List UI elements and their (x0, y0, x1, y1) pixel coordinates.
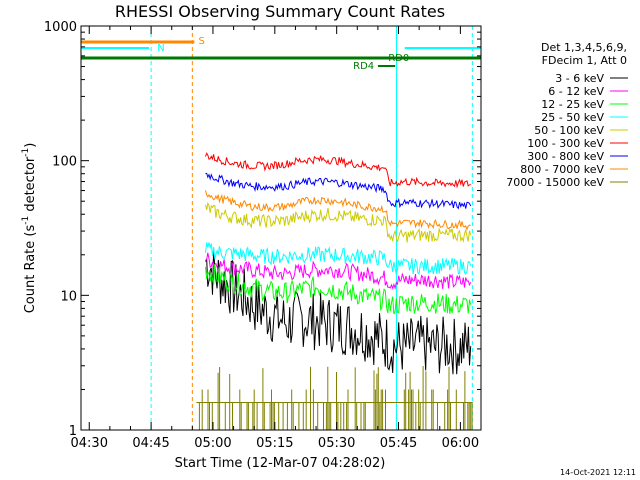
y-axis-label: Count Rate (s-1 detector-1) (21, 143, 38, 314)
axes: 04:30 04:45 05:00 05:15 05:30 05:45 06:00 1 10 10… (44, 20, 482, 451)
y-axis-label-main: Count Rate (s (23, 225, 38, 314)
series-line-2 (205, 264, 472, 315)
plot-frame (80, 25, 482, 431)
legend-label: 7000 - 15000 keV (506, 176, 604, 189)
y-axis-label-sup1: -1 (21, 216, 31, 225)
legend-label: 6 - 12 keV (548, 85, 604, 98)
legend-label: 25 - 50 keV (541, 111, 604, 124)
series-line-3 (205, 242, 472, 276)
x-tick-label: 04:45 (132, 436, 169, 451)
x-tick-label: 04:30 (71, 436, 108, 451)
x-tick-label: 05:00 (194, 436, 231, 451)
legend-label: 100 - 300 keV (527, 137, 604, 150)
series-line-1 (205, 252, 472, 290)
x-axis-label: Start Time (12-Mar-07 04:28:02) (175, 456, 386, 471)
y-axis-label-sup2: -1 (21, 148, 31, 157)
y-tick-label: 1 (69, 424, 77, 439)
plot-area: S N RD4 RD0 (80, 26, 481, 430)
series-line-4 (205, 201, 472, 243)
series-line-8 (196, 366, 473, 430)
series-line-7 (205, 190, 471, 231)
y-axis-label-mid: detector (23, 156, 38, 216)
x-tick-label: 05:15 (256, 436, 293, 451)
night-label: N (157, 43, 164, 54)
legend-header-2: FDecim 1, Att 0 (542, 54, 627, 67)
chart-title: RHESSI Observing Summary Count Rates (115, 2, 445, 21)
series-line-5 (205, 152, 472, 189)
rd4-label: RD4 (353, 61, 374, 72)
legend-label: 12 - 25 keV (541, 98, 604, 111)
legend-label: 50 - 100 keV (534, 124, 604, 137)
y-tick-label: 10 (60, 289, 77, 304)
y-tick-label: 1000 (44, 20, 77, 35)
x-tick-label: 06:00 (442, 436, 479, 451)
legend-label: 300 - 800 keV (527, 150, 604, 163)
saa-label: S (199, 36, 205, 47)
y-axis-label-end: ) (23, 143, 38, 148)
rd0-label: RD0 (388, 53, 409, 64)
x-tick-label: 05:30 (318, 436, 355, 451)
series-line-0 (205, 248, 472, 375)
x-tick-label: 05:45 (380, 436, 417, 451)
legend-label: 3 - 6 keV (555, 72, 604, 85)
legend-header-1: Det 1,3,4,5,6,9, (541, 41, 627, 54)
series-line-6 (205, 172, 472, 210)
legend-label: 800 - 7000 keV (520, 163, 604, 176)
timestamp: 14-Oct-2021 12:11 (560, 468, 636, 477)
y-tick-label: 100 (52, 155, 77, 170)
